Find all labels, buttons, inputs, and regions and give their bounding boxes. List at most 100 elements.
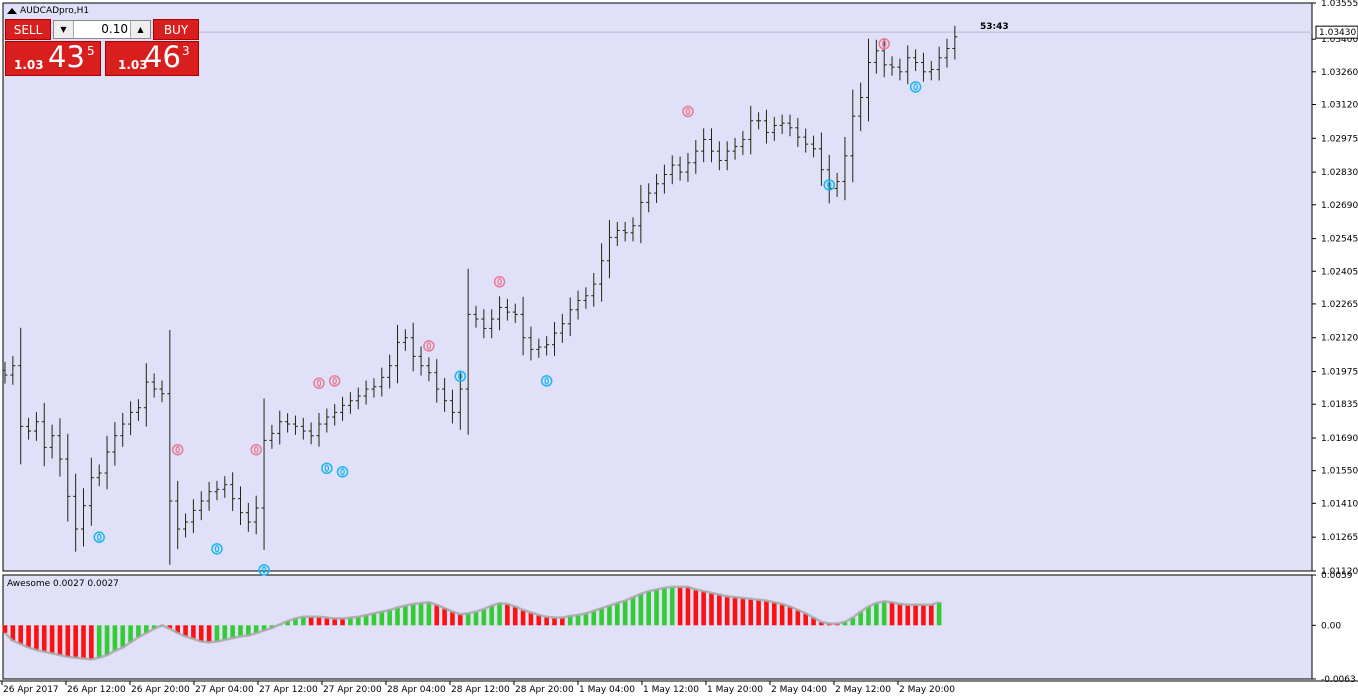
ohlc-bar — [65, 433, 71, 522]
one-click-trade-panel: SELL ▼ 0.10 ▲ BUY 1.03 43 5 1.03 46 3 — [5, 19, 201, 76]
fractal-marker-zero — [827, 181, 832, 189]
fractal-marker-ring — [328, 375, 341, 387]
lot-size-field[interactable]: ▼ 0.10 ▲ — [53, 20, 151, 39]
fractal-marker — [336, 466, 349, 478]
ohlc-bar — [81, 488, 86, 547]
ao-histogram-bar — [183, 625, 188, 637]
buy-price-button[interactable]: 1.03 46 3 — [105, 40, 199, 76]
chart-title: AUDCADpro,H1 — [20, 6, 89, 16]
ao-histogram-bar — [41, 625, 47, 652]
sell-price-button[interactable]: 1.03 43 5 — [5, 40, 101, 76]
ao-histogram-bar — [638, 593, 644, 626]
ohlc-bar — [465, 268, 471, 435]
ao-histogram-bar — [693, 589, 699, 626]
ao-histogram-bar — [709, 592, 714, 626]
fractal-marker-ring — [93, 531, 105, 543]
ao-histogram-bar — [73, 625, 78, 658]
lot-increase-icon[interactable]: ▲ — [130, 21, 150, 38]
fractal-marker-zero — [881, 40, 887, 48]
ohlc-bar — [434, 359, 440, 403]
ao-histogram-bar — [913, 604, 918, 626]
ohlc-bar — [552, 321, 557, 356]
fractal-marker-ring — [423, 340, 435, 352]
ohlc-bar — [269, 424, 275, 449]
fractal-marker-zero — [426, 342, 432, 350]
fractal-marker-zero — [497, 278, 502, 286]
ao-histogram-bar — [560, 617, 565, 626]
ohlc-bar — [261, 398, 267, 550]
ao-histogram-bar — [465, 613, 471, 626]
ao-histogram-bar — [512, 606, 518, 626]
time-tick-label: 26 Apr 12:00 — [67, 685, 126, 695]
ohlc-bar — [763, 109, 769, 144]
ohlc-bar — [253, 495, 259, 535]
ohlc-bar — [489, 309, 495, 339]
ao-indicator-label: Awesome 0.0027 0.0027 — [7, 579, 119, 589]
fractal-marker-zero — [332, 377, 337, 385]
fractal-marker — [250, 443, 262, 456]
ao-histogram-bar — [803, 613, 808, 626]
ohlc-bar — [834, 172, 840, 197]
lot-size-input[interactable]: 0.10 — [101, 22, 128, 36]
price-tick-label: 1.02120 — [1321, 334, 1358, 344]
ohlc-bar — [230, 472, 236, 512]
fractal-marker — [328, 375, 341, 387]
ao-histogram-bar — [246, 625, 251, 636]
ohlc-bar — [756, 112, 762, 130]
ohlc-bar — [748, 105, 754, 155]
sell-button[interactable]: SELL — [5, 19, 51, 40]
ao-histogram-bar — [261, 625, 267, 631]
ao-histogram-bar — [2, 625, 8, 633]
ohlc-bar — [104, 435, 110, 490]
ohlc-bar — [340, 396, 346, 421]
ohlc-bar — [49, 424, 55, 459]
ohlc-bar — [418, 346, 424, 376]
ao-histogram-bar — [214, 625, 220, 642]
fractal-marker — [423, 340, 435, 352]
fractal-marker-zero — [685, 107, 691, 116]
ohlc-bar — [504, 298, 510, 321]
ao-histogram-bar — [198, 625, 204, 642]
fractal-marker-zero — [544, 377, 549, 385]
time-tick-label: 26 Apr 20:00 — [131, 685, 190, 695]
ao-histogram-bar — [921, 604, 926, 626]
ohlc-bar — [245, 502, 251, 532]
ohlc-bar — [395, 324, 400, 384]
price-tick-label: 1.01265 — [1321, 533, 1358, 543]
lot-decrease-icon[interactable]: ▼ — [54, 21, 74, 38]
ao-histogram-bar — [858, 611, 863, 626]
ao-histogram-bar — [646, 591, 651, 626]
ao-histogram-bar — [811, 617, 816, 626]
fractal-marker-ring — [682, 105, 694, 118]
ao-histogram-bar — [489, 605, 494, 626]
buy-button[interactable]: BUY — [153, 19, 199, 40]
ao-histogram-bar — [89, 625, 94, 660]
ao-histogram-bar — [473, 611, 479, 626]
ao-histogram-bar — [167, 625, 173, 629]
ao-histogram-bar — [497, 603, 502, 626]
ohlc-bar — [316, 412, 322, 447]
ohlc-bar — [889, 56, 895, 76]
ohlc-bar — [387, 354, 393, 389]
ohlc-bar — [190, 499, 196, 534]
ohlc-bar — [285, 413, 291, 433]
ao-histogram-bar — [65, 625, 71, 657]
ao-histogram-bar — [379, 611, 385, 626]
fractal-marker-ring — [454, 370, 467, 382]
current-price-box — [1315, 25, 1358, 39]
ao-histogram-bar — [96, 625, 102, 658]
ohlc-bar — [324, 408, 330, 433]
ao-histogram-bar — [732, 597, 738, 626]
ao-histogram-bar — [850, 617, 856, 626]
price-tick-label: 1.02975 — [1321, 134, 1358, 144]
ohlc-bar — [905, 45, 911, 85]
ao-histogram-bar — [458, 614, 463, 626]
ohlc-bar — [363, 380, 369, 405]
ao-tick-label: 0.0059 — [1321, 571, 1353, 581]
ohlc-bar — [630, 217, 636, 242]
fractal-marker — [321, 462, 333, 475]
ohlc-bar — [426, 357, 432, 382]
fractal-marker — [878, 38, 890, 50]
ao-histogram-bar — [191, 625, 196, 639]
